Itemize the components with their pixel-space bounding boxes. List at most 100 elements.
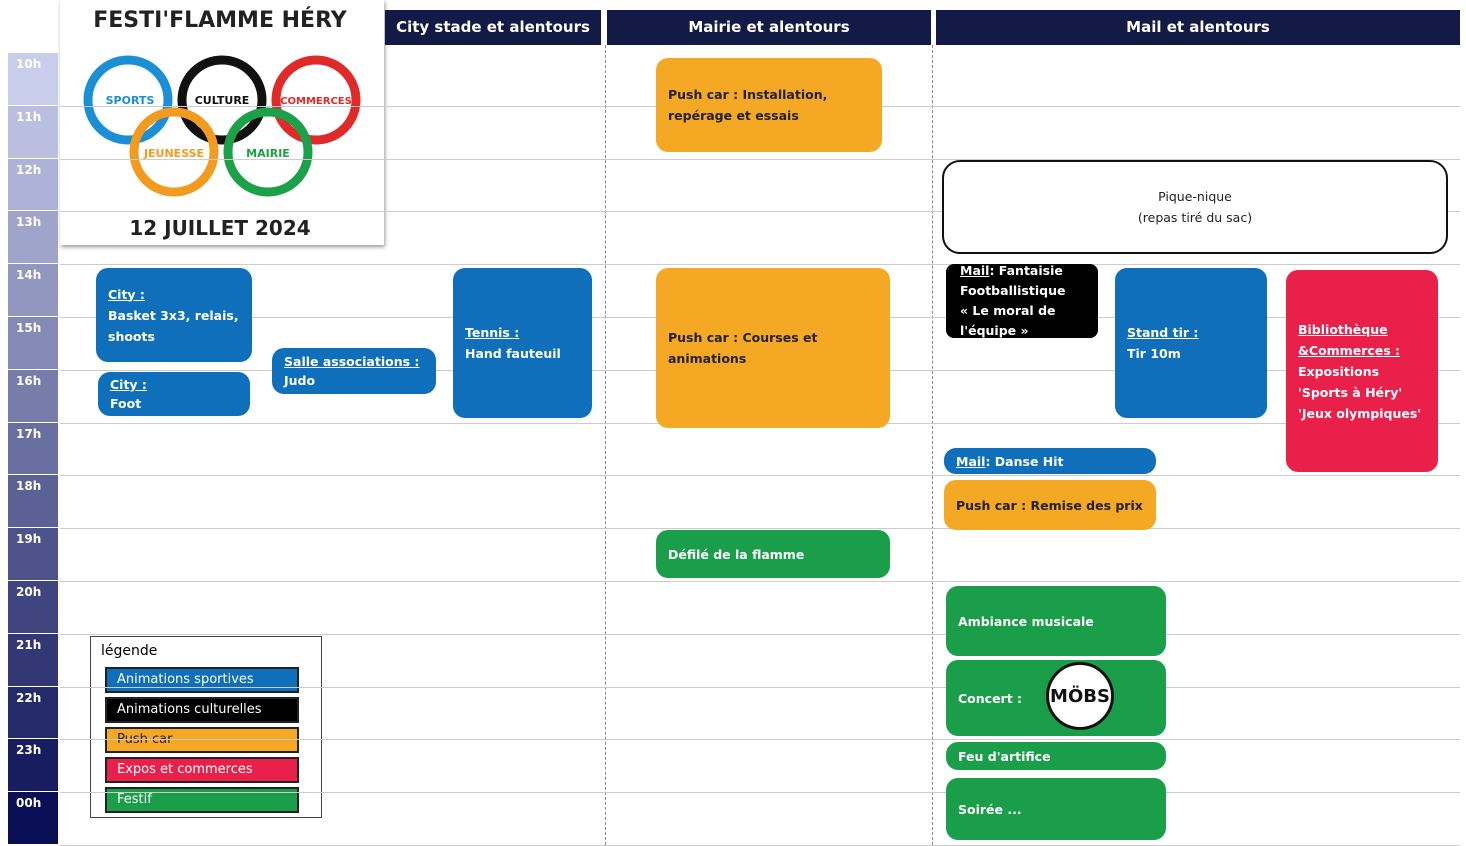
- title: FESTI'FLAMME HÉRY: [93, 8, 347, 33]
- hour-label: 15h: [8, 317, 58, 370]
- event-row: Mail: Fantaisie: [960, 261, 1084, 281]
- event: Push car : Remise des prix: [944, 480, 1156, 530]
- rings: SPORTS CULTURE COMMERCES JEUNESSE MAIRIE: [83, 55, 361, 197]
- ring: [83, 55, 173, 145]
- event-text: Push car : Remise des prix: [956, 497, 1143, 513]
- ring: [177, 55, 267, 145]
- ring: [223, 107, 313, 197]
- event: City : Foot: [98, 372, 250, 416]
- event-location: City :: [110, 377, 147, 392]
- row-line: [60, 633, 1460, 635]
- hour-label: 11h: [8, 105, 58, 159]
- event-location: Salle associations :: [284, 354, 420, 369]
- event: Push car : Installation, repérage et essa…: [656, 58, 882, 152]
- column-header: Mairie et alentours: [607, 10, 931, 45]
- event: Pique-nique (repas tiré du sac): [942, 160, 1448, 254]
- event-text: Soirée ...: [958, 801, 1022, 817]
- divider: [932, 45, 933, 845]
- row-line: [60, 475, 1460, 477]
- event-row: Stand tir :: [1127, 322, 1255, 343]
- event-text: 'Sports à Héry': [1298, 384, 1403, 400]
- hour-label: 00h: [8, 792, 58, 845]
- event-row: Tennis :: [465, 322, 580, 343]
- event: Concert : MÖBS: [946, 660, 1166, 736]
- event-text: Défilé de la flamme: [668, 546, 805, 562]
- event-row: City :: [110, 375, 238, 394]
- event-row: Mail: Danse Hit: [956, 452, 1144, 471]
- divider: [605, 45, 606, 845]
- event-text: Expositions: [1298, 363, 1380, 379]
- event-text: (repas tiré du sac): [1137, 210, 1253, 225]
- hour-label: 18h: [8, 475, 58, 529]
- event-location: Bibliothèque &Commerces :: [1298, 321, 1401, 358]
- event-text: Pique-nique: [1158, 189, 1232, 204]
- hour-label: 17h: [8, 422, 58, 476]
- event: Soirée ...: [946, 778, 1166, 840]
- row-line: [60, 264, 1460, 266]
- event-text: Hand fauteuil: [465, 346, 561, 361]
- event: Feu d'artifice: [946, 742, 1166, 770]
- event-row: City :: [108, 284, 240, 305]
- event: Push car : Courses et animations: [656, 268, 890, 428]
- event: Défilé de la flamme: [656, 530, 890, 578]
- event-text: Judo: [284, 373, 316, 388]
- event-text: 'Jeux olympiques': [1298, 405, 1422, 421]
- row-line: [60, 211, 1460, 213]
- badge: MÖBS: [1046, 662, 1114, 730]
- event: Mail: Danse Hit: [944, 448, 1156, 474]
- event-text: animations: [668, 351, 747, 366]
- event-text: « Le moral de: [960, 303, 1056, 318]
- legend-title: légende: [101, 643, 158, 659]
- legend-item: Animations culturelles: [105, 697, 299, 723]
- hour-label: 13h: [8, 211, 58, 265]
- event: Salle associations : Judo: [272, 348, 436, 394]
- logo-panel: FESTI'FLAMME HÉRY SPORTS CULTURE COMMERC…: [60, 0, 384, 245]
- event-row: Salle associations :: [284, 352, 424, 371]
- event-text: Tir 10m: [1127, 346, 1181, 361]
- hour-label: 12h: [8, 158, 58, 212]
- event-text: Footballistique: [960, 283, 1066, 298]
- event-row: Bibliothèque &Commerces :: [1298, 319, 1426, 361]
- event-location: Tennis :: [465, 325, 520, 340]
- row-line: [60, 686, 1460, 688]
- event-text: Feu d'artifice: [958, 748, 1051, 764]
- ring-label: MAIRIE: [246, 147, 290, 160]
- event-location: Mail: [960, 263, 990, 278]
- hour-label: 16h: [8, 369, 58, 423]
- ring-label: CULTURE: [195, 94, 250, 107]
- row-line: [60, 528, 1460, 530]
- ring-label: COMMERCES: [280, 96, 352, 107]
- hour-label: 14h: [8, 264, 58, 317]
- event-text: shoots: [108, 328, 155, 344]
- hour-label: 20h: [8, 581, 58, 634]
- event: City : Basket 3x3, relais, shoots: [96, 268, 252, 362]
- row-line: [60, 581, 1460, 582]
- hour-label: 23h: [8, 739, 58, 793]
- column-header: City stade et alentours: [385, 10, 601, 45]
- event-text: repérage et essais: [668, 108, 799, 123]
- hour-label: 19h: [8, 528, 58, 581]
- event-location: City :: [108, 286, 145, 302]
- event-text: Push car : Courses et: [668, 330, 818, 345]
- event-text: Foot: [110, 396, 142, 411]
- event-location: Mail: [956, 453, 986, 469]
- event-text: Concert :: [958, 690, 1023, 706]
- ring: [129, 107, 219, 197]
- ring: [271, 55, 361, 145]
- row-line: [60, 739, 1460, 741]
- hour-label: 21h: [8, 633, 58, 687]
- ring-label: JEUNESSE: [143, 147, 204, 160]
- event-text: : Fantaisie: [989, 263, 1063, 278]
- event: Tennis : Hand fauteuil: [453, 268, 592, 418]
- event: Mail: Fantaisie Footballistique « Le moral…: [946, 261, 1098, 338]
- event-text: Basket 3x3, relais,: [108, 307, 239, 323]
- event: Stand tir : Tir 10m: [1115, 268, 1267, 418]
- event-text: Ambiance musicale: [958, 613, 1094, 629]
- event: Ambiance musicale: [946, 586, 1166, 656]
- row-line: [60, 792, 1460, 794]
- event-location: Stand tir :: [1127, 325, 1199, 340]
- event-text: Push car : Installation,: [668, 87, 828, 102]
- hour-label: 10h: [8, 53, 58, 106]
- row-line: [60, 158, 1460, 160]
